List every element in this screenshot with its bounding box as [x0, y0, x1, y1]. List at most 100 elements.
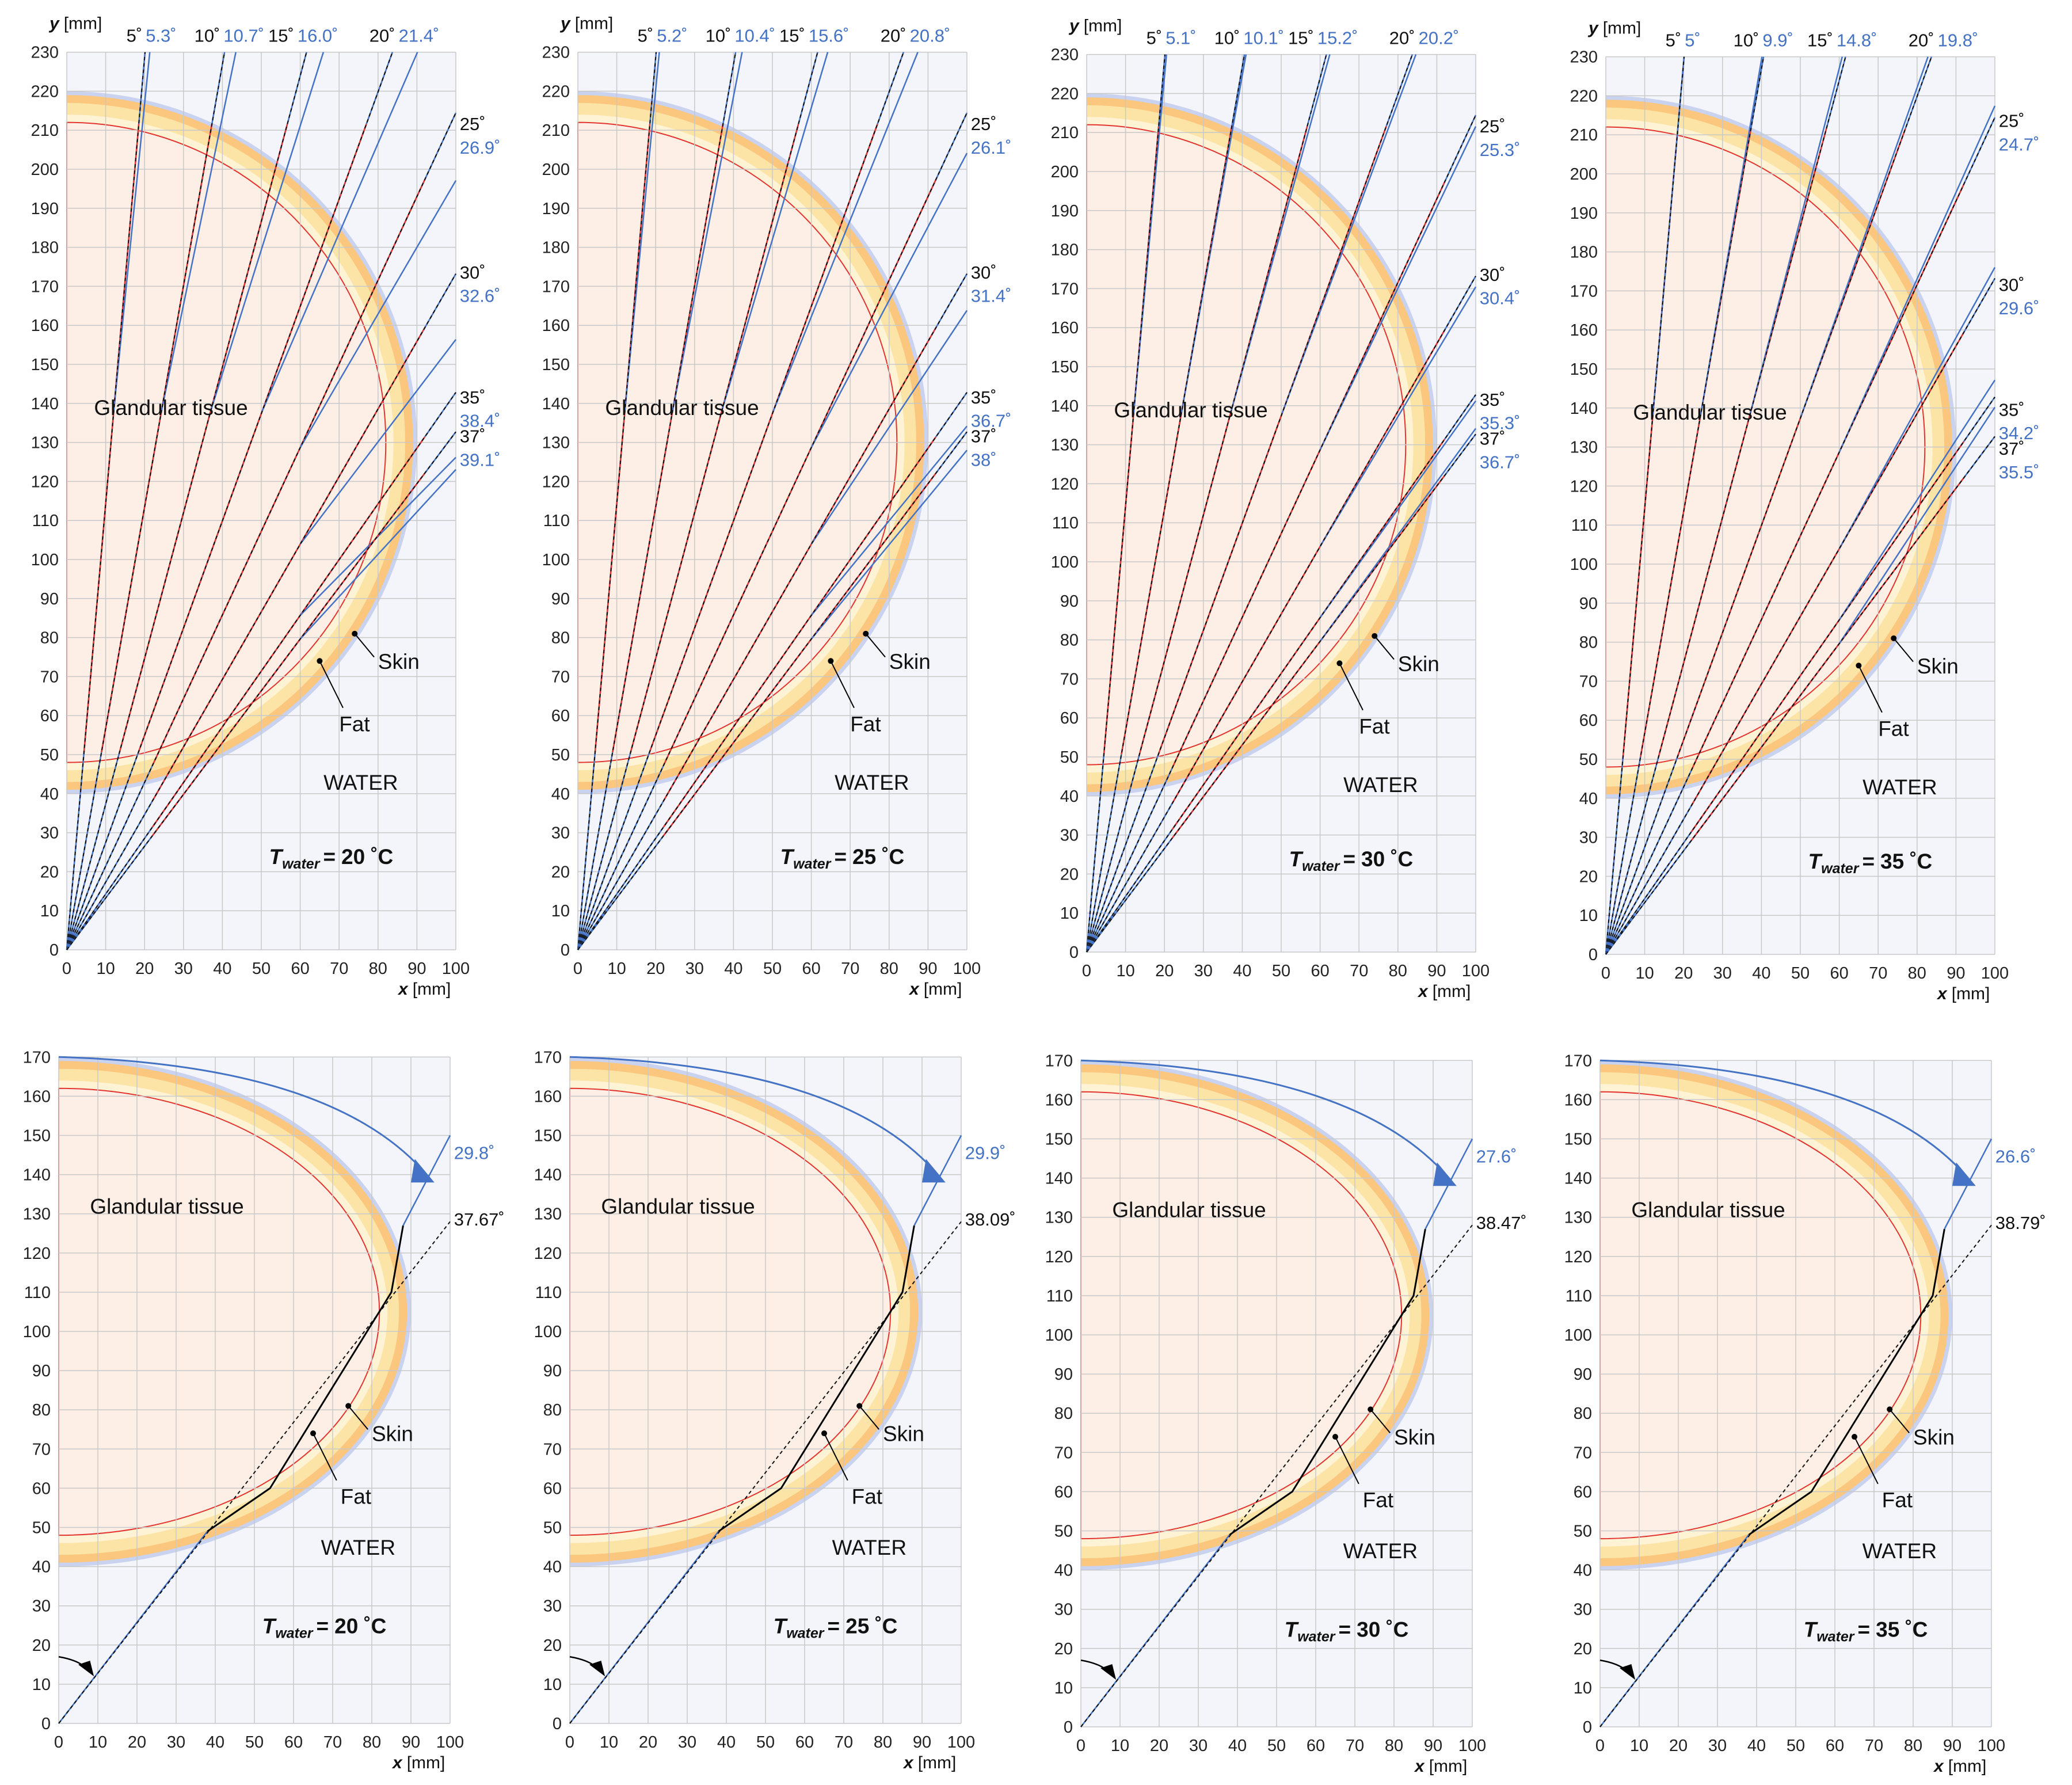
y-tick-label: 110 [543, 512, 570, 530]
x-axis-unit: [mm] [407, 1753, 445, 1772]
fat-leader [1339, 663, 1363, 711]
y-tick-label: 120 [1051, 475, 1079, 493]
x-tick-label: 80 [1904, 1737, 1922, 1755]
water-label: WATER [1343, 773, 1418, 797]
y-tick-label: 60 [40, 707, 59, 725]
y-tick-label: 170 [542, 277, 570, 296]
temperature-label: Twater = 35 ˚C [1804, 1617, 1928, 1645]
x-axis-title: x [mm] [908, 980, 962, 999]
entry-arrowhead [1620, 1664, 1636, 1680]
angle-label-black: 10˚ [706, 26, 732, 46]
y-tick-label: 150 [534, 1127, 562, 1145]
y-tick-label: 100 [23, 1323, 51, 1341]
angle-label-blue: 5.3˚ [146, 26, 176, 46]
reference-dashed-line [1605, 397, 1995, 955]
x-tick-label: 80 [1385, 1737, 1403, 1755]
y-tick-label: 180 [542, 239, 570, 257]
y-tick-label: 70 [551, 668, 570, 686]
temperature-label: Twater = 25 ˚C [780, 845, 905, 872]
refracted-ray [113, 52, 151, 412]
reference-dashed-line [577, 52, 818, 950]
x-tick-label: 60 [1826, 1737, 1844, 1755]
y-tick-label: 20 [1054, 1640, 1073, 1658]
y-axis-unit: [mm] [1603, 19, 1641, 38]
y-tick-label: 90 [1054, 1365, 1073, 1384]
y-tick-label: 50 [32, 1519, 51, 1537]
fat-leader [319, 660, 344, 709]
y-tick-label: 120 [542, 473, 570, 491]
y-tick-label: 120 [1045, 1248, 1073, 1266]
temperature-symbol: T [269, 845, 284, 869]
x-axis-title: x [mm] [1936, 984, 1990, 1003]
glandular-region [58, 1087, 380, 1536]
x-tick-label: 30 [678, 1733, 696, 1752]
reference-angle-label: 38.79˚ [1995, 1213, 2046, 1233]
refracted-ray [1180, 54, 1247, 414]
reference-dashed-line [1086, 54, 1327, 953]
glandular-label: Glandular tissue [601, 1195, 755, 1219]
bottom-panel-3: 0 10 20 30 40 50 60 70 80 90 100 0 10 20 30 40 50 60 70 80 9… [1045, 1052, 1527, 1776]
refracted-ray [1319, 400, 1477, 618]
y-tick-label: 140 [1045, 1170, 1073, 1188]
temperature-label: Twater = 20 ˚C [262, 1614, 387, 1641]
y-axis-title: y [mm] [48, 14, 102, 33]
y-tick-label: 10 [40, 902, 59, 920]
y-tick-label: 130 [1045, 1209, 1073, 1227]
y-tick-label: 100 [542, 551, 570, 569]
y-tick-label: 100 [1051, 553, 1079, 572]
y-tick-label: 10 [1060, 904, 1079, 923]
x-tick-label: 20 [639, 1733, 657, 1752]
y-tick-label: 30 [1579, 829, 1598, 847]
grid [58, 1056, 451, 1724]
x-tick-label: 50 [756, 1733, 775, 1752]
y-tick-label: 90 [40, 590, 59, 608]
y-tick-label: 30 [543, 1597, 562, 1616]
x-tick-label: 90 [1943, 1737, 1961, 1755]
reference-dashed-line [577, 392, 968, 950]
arc-arrowhead [411, 1159, 435, 1183]
y-tick-label: 160 [1564, 1091, 1592, 1109]
y-tick-label: 170 [1051, 280, 1079, 298]
refracted-ray [1838, 406, 1996, 644]
angle-label-black: 10˚ [1214, 28, 1240, 48]
y-tick-label: 140 [534, 1166, 562, 1185]
temperature-symbol: T [774, 1614, 789, 1638]
angle-label-black: 20˚ [1909, 31, 1934, 51]
y-tick-label: 80 [1054, 1405, 1073, 1423]
y-tick-label: 100 [31, 551, 59, 569]
top-panel-4: 0 10 20 30 40 50 60 70 80 90 100 0 10 20 30 40 50 60 70 80 9… [1570, 19, 2040, 1003]
y-axis-unit: [mm] [64, 14, 102, 33]
temperature-symbol: T [1808, 850, 1823, 873]
fat-label: Fat [1878, 717, 1909, 740]
temperature-symbol: T [1804, 1617, 1819, 1641]
y-tick-label: 50 [1579, 751, 1598, 769]
arc-arrowhead [1433, 1162, 1457, 1186]
x-tick-label: 20 [135, 960, 154, 978]
y-tick-label: 40 [32, 1558, 51, 1577]
y-tick-label: 10 [1579, 907, 1598, 925]
x-tick-label: 80 [1908, 964, 1926, 983]
y-tick-label: 0 [41, 1715, 51, 1733]
x-tick-label: 100 [947, 1733, 975, 1752]
y-axis-unit: [mm] [575, 14, 614, 33]
x-tick-label: 100 [442, 960, 470, 978]
y-tick-label: 120 [534, 1244, 562, 1263]
angle-label-blue: 36.7˚ [1480, 452, 1521, 472]
y-tick-label: 10 [32, 1676, 51, 1694]
refracted-ray [1838, 105, 1996, 453]
temperature-label: Twater = 35 ˚C [1808, 850, 1933, 877]
angle-label-blue: 26.9˚ [460, 138, 501, 158]
angle-label-black: 35˚ [1999, 399, 2025, 420]
angle-label-blue: 10.4˚ [734, 26, 775, 46]
y-tick-label: 50 [543, 1519, 562, 1537]
exit-angle-arc [1080, 1059, 1450, 1179]
temperature-subscript: water [282, 856, 321, 872]
y-tick-label: 70 [1574, 1444, 1592, 1462]
x-axis-symbol: x [1933, 1757, 1944, 1776]
y-tick-label: 0 [553, 1715, 562, 1733]
x-tick-label: 70 [835, 1733, 853, 1752]
temperature-subscript: water [793, 856, 832, 872]
refracted-ray [810, 310, 968, 545]
angle-label-blue: 39.1˚ [460, 450, 501, 470]
y-tick-label: 40 [1574, 1562, 1592, 1580]
